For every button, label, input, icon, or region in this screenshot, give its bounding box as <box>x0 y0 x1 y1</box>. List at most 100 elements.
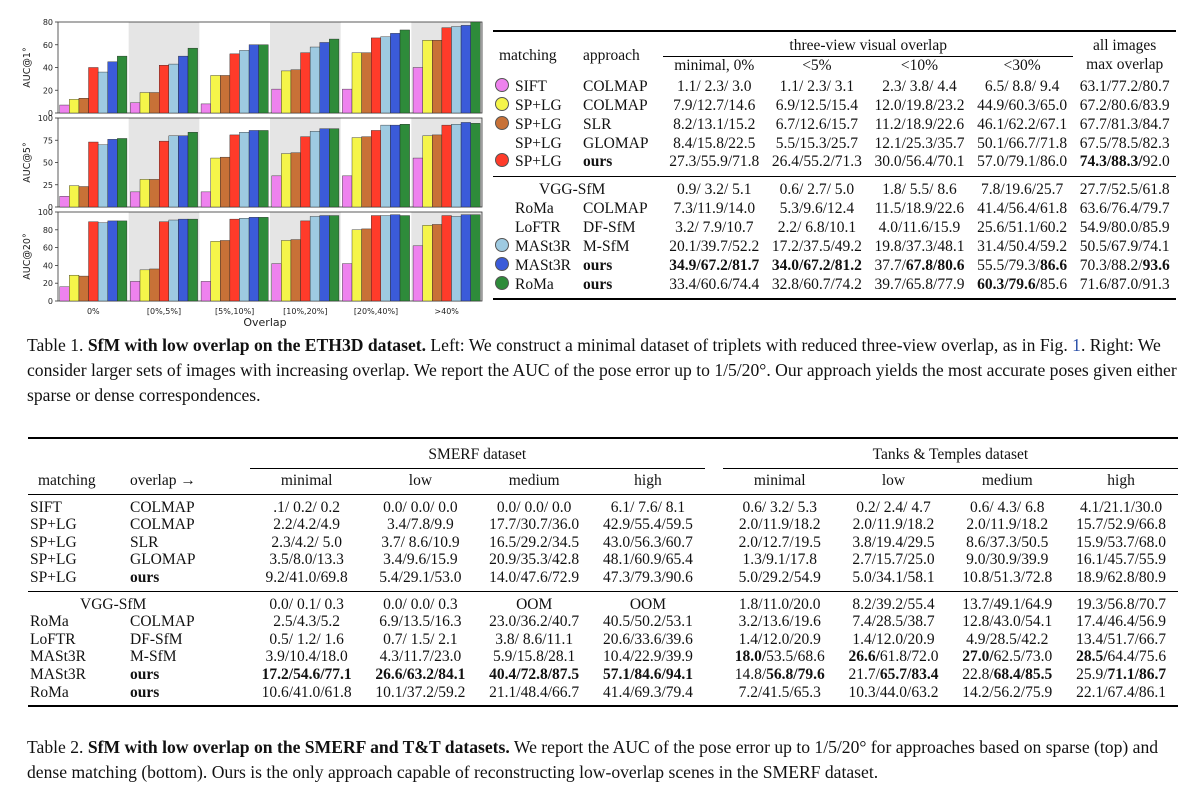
t1-cell: 26.4/55.2/71.3 <box>771 153 862 171</box>
bar-mast3r-m-sfm <box>451 26 462 114</box>
x-tick-label: 0% <box>87 307 100 316</box>
t1-row: SIFT COLMAP 1.1/ 2.3/ 3.0 1.1/ 2.3/ 3.1 2.3/… <box>493 76 1176 97</box>
t2-cell: 2.0/12.7/19.5 <box>738 533 821 551</box>
t2-head-overlap: overlap → <box>130 472 196 490</box>
t2-cell: 0.6/ 3.2/ 5.3 <box>722 493 837 517</box>
bar-sp-lg-slr <box>432 40 443 114</box>
t2-approach: ours <box>130 683 160 701</box>
bar-roma-ours <box>399 29 410 114</box>
t1-cell: 60.3/79.6/85.6 <box>970 275 1074 300</box>
x-tick-label: [5%,10%] <box>215 307 254 316</box>
y-axis-label: AUC@5° <box>22 142 33 182</box>
t2-cell: 7.4/28.5/38.7 <box>852 613 935 631</box>
x-tick-label: [0%,5%] <box>147 307 181 316</box>
bar-sift <box>412 67 423 114</box>
bar-sp-lg-slr <box>290 69 301 114</box>
bar-mast3r-ours <box>107 220 118 302</box>
bar-sift <box>342 175 353 208</box>
t2-cell: 0.2/ 2.4/ 4.7 <box>836 493 951 517</box>
t2-cell: 18.9/62.8/80.9 <box>1076 569 1167 587</box>
t2-matching: RoMa <box>30 613 69 631</box>
table-1-caption: Table 1. SfM with low overlap on the ETH… <box>27 333 1179 408</box>
t2-cell: 4.9/28.5/42.2 <box>966 630 1049 648</box>
bar-sp-lg-ours <box>88 67 99 114</box>
t1-cell: 63.6/76.4/79.7 <box>1079 200 1170 218</box>
t2-cell: 16.5/29.2/34.5 <box>489 533 580 551</box>
t2-cell: 5.0/29.2/54.9 <box>738 569 821 587</box>
t1-matching: LoFTR <box>515 219 561 237</box>
t2-head-col: minimal <box>280 472 333 490</box>
chart-panel: 0 25 50 75 100 AUC@5° <box>22 114 483 212</box>
t1-matching: MASt3R <box>515 256 571 274</box>
t2-cell: 41.4/69.3/79.4 <box>591 683 705 708</box>
bar-mast3r-m-sfm <box>451 216 462 302</box>
bar-sift <box>342 88 353 114</box>
bar-sift <box>200 191 211 208</box>
t2-cell: 10.3/44.0/63.2 <box>836 683 951 708</box>
t2-cell: 12.8/43.0/54.1 <box>962 613 1053 631</box>
t1-cell: 67.2/80.6/83.9 <box>1079 96 1170 114</box>
t2-cell: 7.2/41.5/65.3 <box>722 683 837 708</box>
t1-row: MASt3R ours 34.9/67.2/81.7 34.0/67.2/81.2 37… <box>493 256 1176 276</box>
t2-matching: SP+LG <box>30 533 77 551</box>
t2-approach: ours <box>130 569 160 587</box>
y-tick-label: 100 <box>38 208 53 217</box>
t1-cell: 7.3/11.9/14.0 <box>673 200 756 218</box>
bar-mast3r-ours <box>390 214 401 302</box>
t1-cell: 5.3/9.6/12.4 <box>779 200 855 218</box>
t2-cell: 17.4/46.4/56.9 <box>1076 613 1167 631</box>
t1-row: SP+LG ours 27.3/55.9/71.8 26.4/55.2/71.3 30.… <box>493 153 1176 176</box>
t1-row: LoFTR DF-SfM 3.2/ 7.9/10.7 2.2/ 6.8/10.1 4.0… <box>493 219 1176 238</box>
bar-mast3r-ours <box>248 130 259 208</box>
t2-row: SIFT COLMAP .1/ 0.2/ 0.2 0.0/ 0.0/ 0.0 0.0/ … <box>28 493 1178 517</box>
t1-cell: 1.1/ 2.3/ 3.0 <box>677 77 752 95</box>
bar-mast3r-m-sfm <box>239 50 250 114</box>
t1-matching: VGG-SfM <box>539 181 606 199</box>
bar-mast3r-m-sfm <box>380 36 391 114</box>
t2-cell: 10.6/41.0/61.8 <box>249 683 364 708</box>
bar-mast3r-m-sfm <box>97 71 108 114</box>
t2-cell: 13.7/49.1/64.9 <box>950 590 1065 614</box>
figure-1-link[interactable]: 1 <box>1072 335 1081 355</box>
t1-cell: 1.1/ 2.3/ 3.1 <box>779 77 855 95</box>
t1-row: SP+LG COLMAP 7.9/12.7/14.6 6.9/12.5/15.4 12.… <box>493 96 1176 116</box>
t1-cell: 39.7/65.8/77.9 <box>868 275 971 300</box>
bar-sp-lg-ours <box>300 52 311 114</box>
bar-sp-lg-colmap <box>69 99 80 114</box>
t2-cell: 17.7/30.7/36.0 <box>489 516 580 534</box>
bar-sp-lg-colmap <box>139 269 150 302</box>
t2-cell: 2.0/11.9/18.2 <box>852 516 935 534</box>
t2-cell: 40.4/72.8/87.5 <box>489 666 580 684</box>
t2-cell: 26.6/61.8/72.0 <box>848 648 939 666</box>
t2-head-col: high <box>1107 472 1135 490</box>
bar-mast3r-m-sfm <box>309 216 320 302</box>
bar-sp-lg-slr <box>290 152 301 208</box>
t1-cell: 27.7/52.5/61.8 <box>1073 176 1176 201</box>
bar-mast3r-m-sfm <box>168 135 179 208</box>
y-axis-label: AUC@20° <box>22 233 33 279</box>
t2-cell: 20.6/33.6/39.6 <box>602 630 693 648</box>
t1-cell: 4.0/11.6/15.9 <box>878 219 961 237</box>
t1-cell: 6.9/12.5/15.4 <box>775 96 859 114</box>
t2-cell: 8.6/37.3/50.5 <box>966 533 1049 551</box>
t1-cell: 70.3/88.2/93.6 <box>1079 256 1170 274</box>
caption-1-bold: SfM with low overlap on the ETH3D datase… <box>87 335 427 355</box>
t2-matching: SP+LG <box>30 569 77 587</box>
t2-cell: 21.1/48.4/66.7 <box>477 683 592 708</box>
legend-dot-icon <box>495 77 509 92</box>
legend-dot-icon <box>495 238 509 253</box>
bar-sp-lg-slr <box>361 52 372 114</box>
bar-mast3r-ours <box>460 25 471 114</box>
legend-dot-icon <box>495 96 509 111</box>
t1-cell: 67.7/81.3/84.7 <box>1079 115 1170 133</box>
bar-sift <box>130 191 141 208</box>
bar-roma-ours <box>117 55 128 114</box>
bar-sp-lg-ours <box>229 218 240 302</box>
t1-cell: 32.8/60.7/74.2 <box>765 275 869 300</box>
bar-mast3r-ours <box>319 42 330 114</box>
t1-cell: 12.1/25.3/35.7 <box>874 134 965 152</box>
t1-approach: COLMAP <box>583 96 648 114</box>
caption-2-bold: SfM with low overlap on the SMERF and T&… <box>87 737 510 757</box>
t1-cell: 27.3/55.9/71.8 <box>669 153 760 171</box>
bar-mast3r-ours <box>248 44 259 114</box>
